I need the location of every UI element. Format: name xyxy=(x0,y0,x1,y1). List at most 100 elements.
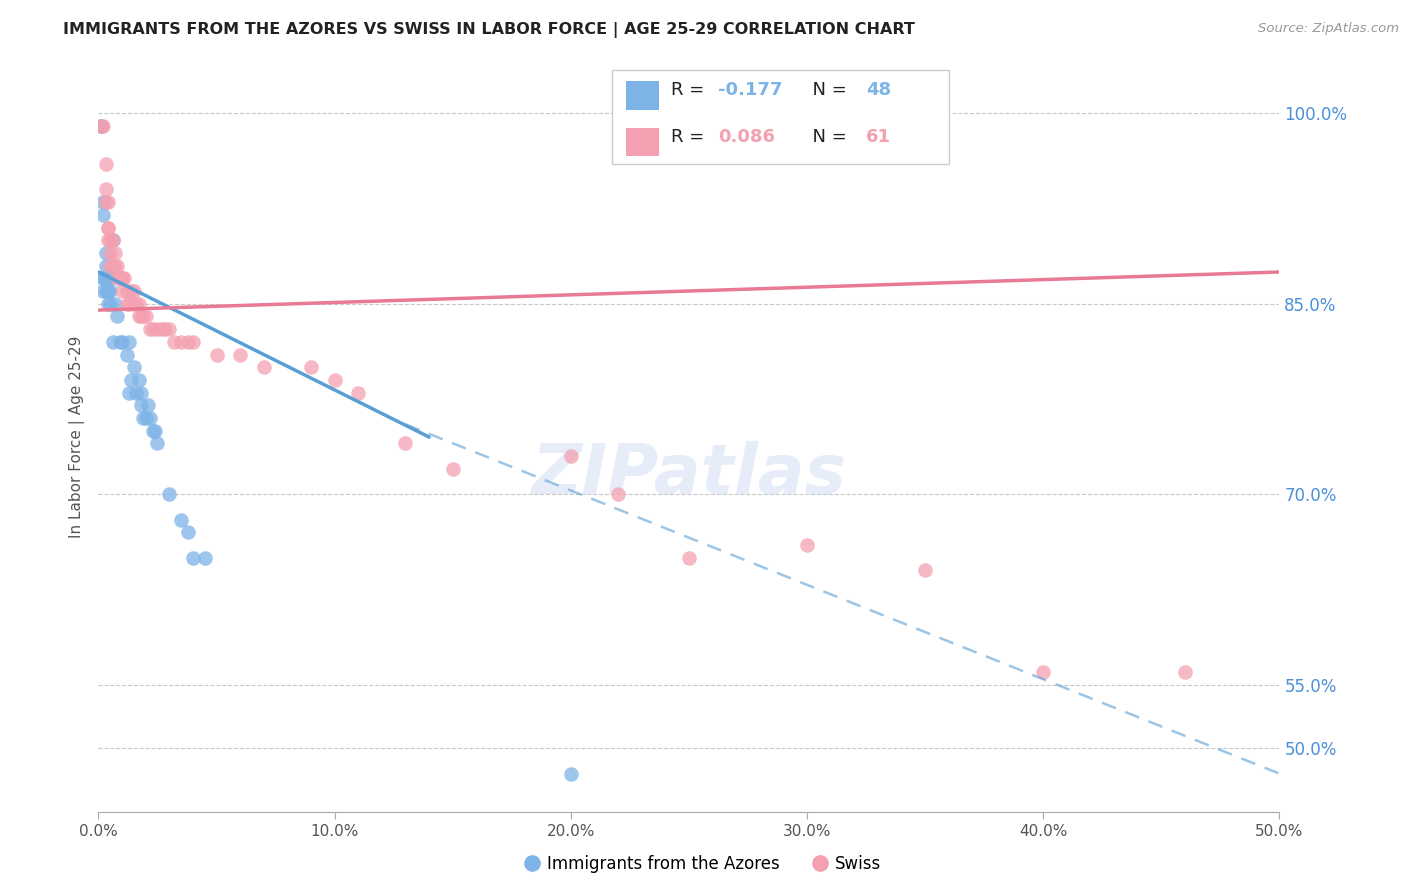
Point xyxy=(91,284,114,298)
Point xyxy=(560,766,582,780)
Point xyxy=(125,297,148,311)
Text: IMMIGRANTS FROM THE AZORES VS SWISS IN LABOR FORCE | AGE 25-29 CORRELATION CHART: IMMIGRANTS FROM THE AZORES VS SWISS IN L… xyxy=(63,22,915,38)
Point xyxy=(94,271,117,285)
Point xyxy=(108,271,131,285)
Text: 48: 48 xyxy=(866,81,891,99)
Point xyxy=(135,310,157,324)
Point xyxy=(94,182,117,196)
Point xyxy=(118,385,141,400)
Y-axis label: In Labor Force | Age 25-29: In Labor Force | Age 25-29 xyxy=(69,336,84,538)
Point xyxy=(97,220,120,235)
Point xyxy=(181,550,204,565)
Point xyxy=(121,373,143,387)
Point xyxy=(97,284,120,298)
Text: R =: R = xyxy=(671,128,710,145)
Point xyxy=(128,310,150,324)
Point xyxy=(98,284,121,298)
Point xyxy=(115,347,138,361)
Point xyxy=(170,334,193,349)
Text: 0.086: 0.086 xyxy=(718,128,776,145)
Point xyxy=(101,334,124,349)
Point xyxy=(101,233,124,247)
Point xyxy=(678,550,700,565)
Point xyxy=(139,411,162,425)
Point xyxy=(146,322,169,336)
FancyBboxPatch shape xyxy=(626,128,659,156)
Point xyxy=(128,297,150,311)
Point xyxy=(181,334,204,349)
Point xyxy=(170,513,193,527)
Text: N =: N = xyxy=(801,128,852,145)
Point xyxy=(796,538,818,552)
Point xyxy=(97,195,120,210)
Point xyxy=(177,334,200,349)
Point xyxy=(98,297,121,311)
Point xyxy=(347,385,370,400)
Point xyxy=(129,398,152,412)
Point xyxy=(98,246,121,260)
Text: Source: ZipAtlas.com: Source: ZipAtlas.com xyxy=(1258,22,1399,36)
Point xyxy=(94,246,117,260)
Point xyxy=(98,233,121,247)
Point xyxy=(90,119,112,133)
Point xyxy=(111,271,134,285)
Point xyxy=(91,195,114,210)
Point xyxy=(560,449,582,463)
Point xyxy=(104,246,127,260)
Point xyxy=(132,411,155,425)
Text: R =: R = xyxy=(671,81,710,99)
Point xyxy=(98,259,121,273)
Point xyxy=(108,334,131,349)
Point xyxy=(194,550,217,565)
Point xyxy=(94,271,117,285)
Point xyxy=(122,360,145,375)
Point xyxy=(125,385,148,400)
Point xyxy=(94,157,117,171)
Point xyxy=(91,119,114,133)
Point xyxy=(150,322,173,336)
FancyBboxPatch shape xyxy=(612,70,949,163)
Point xyxy=(205,347,228,361)
Point xyxy=(108,271,131,285)
Legend: Immigrants from the Azores, Swiss: Immigrants from the Azores, Swiss xyxy=(519,848,887,880)
Point xyxy=(299,360,322,375)
Point xyxy=(118,297,141,311)
Point xyxy=(97,284,120,298)
Point xyxy=(94,195,117,210)
Point xyxy=(146,436,169,450)
Point xyxy=(122,297,145,311)
Point xyxy=(136,398,159,412)
Point xyxy=(122,284,145,298)
Point xyxy=(153,322,176,336)
Text: 61: 61 xyxy=(866,128,891,145)
Point xyxy=(97,271,120,285)
Point xyxy=(90,119,112,133)
Point xyxy=(607,487,630,501)
Text: ZIPatlas: ZIPatlas xyxy=(531,441,846,508)
Point xyxy=(101,233,124,247)
Point xyxy=(104,259,127,273)
Point xyxy=(112,271,135,285)
Text: N =: N = xyxy=(801,81,852,99)
Point xyxy=(177,525,200,540)
Point xyxy=(128,373,150,387)
Point xyxy=(111,334,134,349)
Point xyxy=(1174,665,1197,679)
FancyBboxPatch shape xyxy=(626,81,659,110)
Point xyxy=(323,373,346,387)
Point xyxy=(111,271,134,285)
Point xyxy=(115,297,138,311)
Point xyxy=(104,297,127,311)
Point xyxy=(142,424,165,438)
Point xyxy=(139,322,162,336)
Point xyxy=(157,322,180,336)
Point xyxy=(129,310,152,324)
Point xyxy=(163,334,186,349)
Point xyxy=(111,284,134,298)
Point xyxy=(914,563,936,577)
Point xyxy=(97,284,120,298)
Point xyxy=(101,259,124,273)
Point xyxy=(98,271,121,285)
Point xyxy=(1032,665,1054,679)
Point xyxy=(97,220,120,235)
